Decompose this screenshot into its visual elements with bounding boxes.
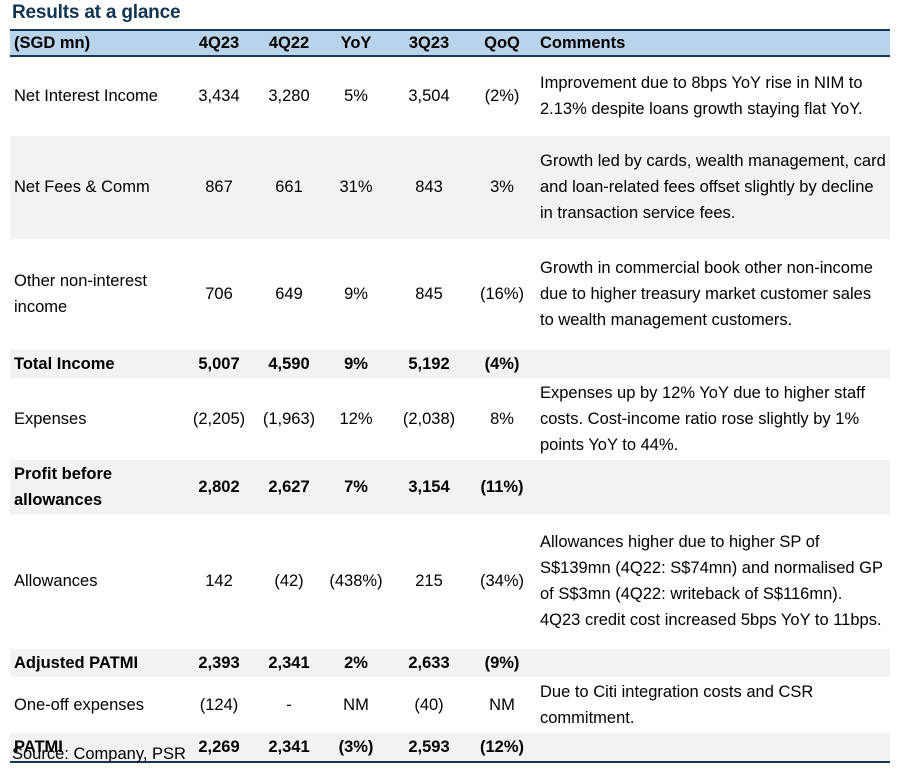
row-label: Adjusted PATMI — [10, 647, 182, 677]
row-label: PATMI — [10, 731, 182, 763]
cell-4q23: 5,007 — [182, 348, 256, 378]
cell-4q22: 2,341 — [256, 647, 322, 677]
cell-yoy: 2% — [322, 647, 390, 677]
cell-4q23: 706 — [182, 238, 256, 349]
table-row: Net Fees & Comm 867 661 31% 843 3% Growt… — [10, 134, 890, 239]
cell-yoy: 5% — [344, 86, 368, 105]
cell-yoy: NM — [322, 676, 390, 732]
cell-3q23: 3,154 — [390, 458, 468, 514]
cell-comment — [536, 348, 890, 378]
cell-4q23: 2,269 — [182, 731, 256, 763]
cell-3q23: 5,192 — [390, 348, 468, 378]
cell-3q23: (2,038) — [390, 377, 468, 459]
cell-qoq: (34%) — [468, 513, 536, 648]
cell-4q22: 649 — [256, 238, 322, 349]
cell-yoy: 31% — [322, 134, 390, 239]
header-3q23: 3Q23 — [390, 29, 468, 57]
cell-3q23: 845 — [390, 238, 468, 349]
table-row: Allowances 142 (42) (438%) 215 (34%) All… — [10, 513, 890, 648]
cell-qoq: (4%) — [468, 348, 536, 378]
cell-comment — [536, 458, 890, 514]
cell-yoy: (438%) — [322, 513, 390, 648]
cell-comment: Due to Citi integration costs and CSR co… — [536, 676, 890, 732]
cell-3q23: (40) — [390, 676, 468, 732]
cell-qoq: 3% — [468, 134, 536, 239]
cell-4q22: (1,963) — [256, 377, 322, 459]
cell-4q23: (2,205) — [182, 377, 256, 459]
cell-yoy: (3%) — [322, 731, 390, 763]
table-row: Expenses (2,205) (1,963) 12% (2,038) 8% … — [10, 377, 890, 459]
cell-qoq: (11%) — [468, 458, 536, 514]
cell-comment: Expenses up by 12% YoY due to higher sta… — [536, 377, 890, 459]
cell-3q23: 843 — [390, 134, 468, 239]
cell-3q23: 215 — [390, 513, 468, 648]
cell-yoy: 9% — [322, 348, 390, 378]
cell-yoy: 7% — [322, 458, 390, 514]
header-4q22: 4Q22 — [256, 29, 322, 57]
cell-comment — [536, 731, 890, 763]
cell-qoq: (2%) — [484, 86, 520, 105]
header-qoq: QoQ — [468, 29, 536, 57]
row-label: Other non-interest income — [10, 238, 182, 349]
cell-comment: Improvement due to 8bps YoY rise in NIM … — [540, 73, 863, 118]
cell-qoq: (12%) — [468, 731, 536, 763]
row-label: Allowances — [10, 513, 182, 648]
header-comments: Comments — [536, 29, 890, 57]
cell-3q23: 3,504 — [408, 86, 450, 105]
cell-comment: Allowances higher due to higher SP of S$… — [536, 513, 890, 648]
cell-yoy: 9% — [322, 238, 390, 349]
cell-4q22: 2,627 — [256, 458, 322, 514]
table-row: PATMI 2,269 2,341 (3%) 2,593 (12%) — [10, 731, 890, 763]
cell-comment: Growth in commercial book other non-inco… — [536, 238, 890, 349]
cell-4q22: 2,341 — [256, 731, 322, 763]
source-note: Source: Company, PSR — [12, 745, 186, 763]
cell-qoq: 8% — [468, 377, 536, 459]
cell-4q23: 2,802 — [182, 458, 256, 514]
row-label: Expenses — [10, 377, 182, 459]
table-row: Other non-interest income 706 649 9% 845… — [10, 238, 890, 349]
cell-4q23: 3,434 — [198, 86, 240, 105]
table-row: Net Interest Income 3,434 3,280 5% 3,504… — [10, 56, 890, 135]
page-title: Results at a glance — [12, 2, 181, 23]
cell-4q23: 867 — [182, 134, 256, 239]
header-4q23: 4Q23 — [182, 29, 256, 57]
results-table: (SGD mn) 4Q23 4Q22 YoY 3Q23 QoQ Comments… — [10, 29, 890, 763]
cell-4q23: 142 — [182, 513, 256, 648]
cell-4q22: (42) — [256, 513, 322, 648]
header-label: (SGD mn) — [10, 29, 182, 57]
cell-qoq: NM — [468, 676, 536, 732]
row-label: Net Interest Income — [14, 86, 158, 105]
row-label: Total Income — [10, 348, 182, 378]
cell-yoy: 12% — [322, 377, 390, 459]
table-row: One-off expenses (124) - NM (40) NM Due … — [10, 676, 890, 732]
cell-comment — [536, 647, 890, 677]
cell-4q23: (124) — [182, 676, 256, 732]
cell-qoq: (16%) — [468, 238, 536, 349]
table-row: Adjusted PATMI 2,393 2,341 2% 2,633 (9%) — [10, 647, 890, 677]
cell-4q22: - — [256, 676, 322, 732]
cell-4q22: 4,590 — [256, 348, 322, 378]
header-row: (SGD mn) 4Q23 4Q22 YoY 3Q23 QoQ Comments — [10, 29, 890, 57]
row-label: Profit before allowances — [10, 458, 182, 514]
header-yoy: YoY — [322, 29, 390, 57]
cell-4q22: 3,280 — [268, 86, 310, 105]
cell-4q23: 2,393 — [182, 647, 256, 677]
cell-4q22: 661 — [256, 134, 322, 239]
row-label: One-off expenses — [10, 676, 182, 732]
row-label: Net Fees & Comm — [10, 134, 182, 239]
cell-3q23: 2,633 — [390, 647, 468, 677]
table-row: Profit before allowances 2,802 2,627 7% … — [10, 458, 890, 514]
table-row: Total Income 5,007 4,590 9% 5,192 (4%) — [10, 348, 890, 378]
cell-3q23: 2,593 — [390, 731, 468, 763]
cell-qoq: (9%) — [468, 647, 536, 677]
cell-comment: Growth led by cards, wealth management, … — [536, 134, 890, 239]
